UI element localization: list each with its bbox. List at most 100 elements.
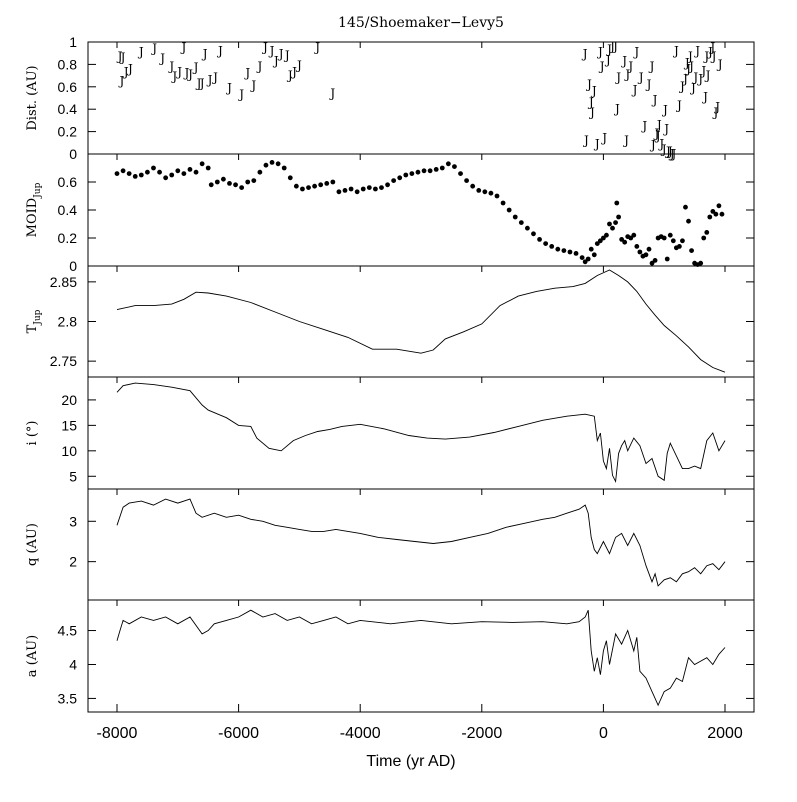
- data-point-j: J: [277, 47, 284, 61]
- series-line-tjup: [116, 269, 726, 373]
- data-point: [233, 182, 238, 188]
- panel-incl: 5 10 15 20 i (°): [25, 376, 754, 484]
- data-point: [464, 178, 469, 184]
- data-point-j: J: [678, 80, 685, 94]
- data-point: [646, 246, 652, 252]
- data-point-j: J: [684, 62, 691, 76]
- data-point: [373, 186, 378, 192]
- data-point-j: J: [183, 66, 190, 80]
- data-point-j: J: [666, 145, 673, 159]
- data-point: [312, 183, 317, 189]
- data-point-j: J: [626, 60, 633, 74]
- data-point-j: J: [672, 44, 679, 58]
- y-axis-label-dist: Dist. (AU): [25, 65, 40, 130]
- y-axis-label-text: i (°): [25, 421, 40, 446]
- data-point-j: J: [587, 95, 594, 109]
- y-axis-label-subscript: Jup: [33, 309, 43, 325]
- y-axis-label-subscript: Jup: [33, 182, 43, 198]
- data-point-j: J: [710, 49, 717, 63]
- data-point: [604, 232, 609, 238]
- x-axis: -8000 -6000 -4000 -2000 0 2000: [97, 42, 743, 742]
- data-point-j: J: [683, 56, 690, 70]
- y-tick-label: 2.8: [58, 314, 78, 330]
- y-tick-label: 0.2: [58, 230, 78, 246]
- data-point-j: J: [657, 137, 664, 151]
- y-tick-label: 4: [69, 656, 77, 672]
- data-point: [208, 182, 214, 188]
- data-point: [506, 207, 512, 213]
- data-point-j: J: [611, 39, 618, 53]
- data-point: [348, 186, 354, 192]
- data-point: [342, 188, 348, 193]
- data-point-j: J: [201, 47, 208, 61]
- y-tick-label: 15: [61, 417, 77, 433]
- y-tick-label: 0.6: [58, 174, 78, 190]
- data-point-j: J: [693, 44, 700, 58]
- data-point-j: J: [675, 99, 682, 113]
- data-point: [555, 246, 561, 252]
- data-point-j: J: [605, 43, 612, 57]
- data-point-j: J: [696, 72, 703, 86]
- y-tick-label: 2: [69, 554, 77, 570]
- data-point-j: J: [645, 77, 652, 91]
- y-tick-label: 0.2: [58, 124, 78, 140]
- y-axis-label-a: a (AU): [25, 635, 40, 677]
- data-point-j: J: [655, 118, 662, 132]
- data-point: [470, 183, 476, 189]
- data-point-j: J: [272, 54, 279, 68]
- data-point-j: J: [170, 70, 177, 84]
- data-point: [664, 256, 670, 262]
- data-point-j: J: [137, 45, 144, 59]
- y-tick-label: 4.5: [58, 623, 78, 639]
- y-tick-label: 0.8: [58, 56, 78, 72]
- data-point: [677, 244, 682, 249]
- data-point: [607, 221, 612, 227]
- data-point-j: J: [119, 51, 126, 65]
- data-point-j: J: [117, 74, 124, 88]
- data-point-j: J: [255, 60, 262, 74]
- data-point-j: J: [186, 67, 193, 81]
- data-point: [385, 182, 390, 188]
- data-point: [138, 172, 144, 178]
- data-point: [287, 175, 293, 181]
- data-point-j: J: [613, 102, 620, 116]
- data-point-j: J: [206, 73, 213, 87]
- data-point: [427, 168, 433, 174]
- data-point-j: J: [261, 40, 268, 54]
- y-tick-label: 0: [69, 146, 77, 162]
- data-point-j: J: [175, 65, 182, 79]
- data-point-j: J: [588, 105, 595, 119]
- data-point-j: J: [640, 119, 647, 133]
- data-point: [628, 235, 634, 241]
- data-point-j: J: [608, 39, 615, 53]
- data-point: [157, 169, 162, 175]
- data-point: [263, 162, 269, 168]
- data-point-j: J: [590, 84, 597, 98]
- data-point: [300, 186, 305, 192]
- data-point-j: J: [632, 45, 639, 59]
- y-axis-label-text: MOID: [25, 198, 40, 238]
- data-point-j: J: [708, 40, 715, 54]
- data-point-j: J: [711, 105, 718, 119]
- data-point: [151, 165, 156, 171]
- data-point: [199, 161, 205, 167]
- data-point: [670, 238, 676, 244]
- x-axis-label: Time (yr AD): [366, 753, 455, 770]
- data-point-j: J: [681, 72, 688, 86]
- data-point-j: J: [664, 145, 671, 159]
- data-point: [613, 220, 618, 226]
- data-point: [591, 252, 597, 258]
- data-point-j: J: [126, 62, 133, 76]
- y-axis-label-text: T: [25, 324, 40, 333]
- data-point-j: J: [195, 76, 202, 90]
- data-point: [619, 237, 625, 242]
- data-point: [518, 220, 524, 226]
- data-point-j: J: [661, 103, 668, 117]
- data-point: [582, 259, 588, 265]
- data-point: [275, 161, 281, 167]
- data-point: [616, 214, 621, 220]
